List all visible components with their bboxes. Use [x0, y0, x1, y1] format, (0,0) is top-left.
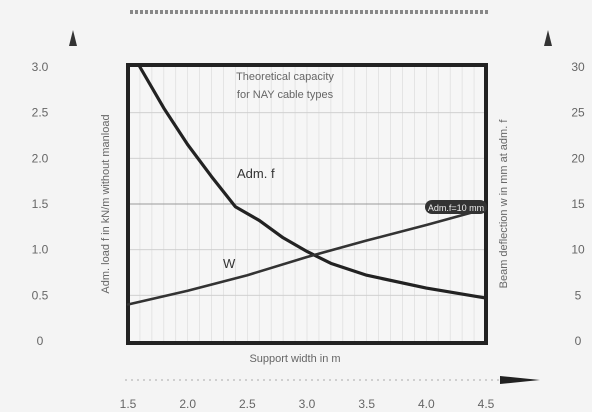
- x-tick-label: 3.0: [299, 397, 316, 411]
- series-label-adm-f: Adm. f: [237, 166, 275, 181]
- y-left-axis-label: Adm. load f in kN/m without manload: [100, 114, 112, 293]
- x-tick-label: 3.5: [358, 397, 375, 411]
- x-tick-label: 4.0: [418, 397, 435, 411]
- y-right-tick-label: 25: [571, 106, 585, 120]
- x-tick-label: 4.5: [478, 397, 495, 411]
- chart-title-line-1: Theoretical capacity: [236, 71, 334, 83]
- x-tick-label: 2.0: [179, 397, 196, 411]
- y-right-tick-labels: 0 5 10 15 20 25 30: [571, 60, 585, 348]
- series-line-adm-f: [138, 65, 488, 300]
- left-up-arrow-icon: [69, 30, 77, 46]
- y-right-tick-label: 0: [575, 334, 582, 348]
- chart-title-line-2: for NAY cable types: [237, 89, 334, 101]
- x-arrow-icon: [500, 376, 540, 384]
- annotation-pill: [425, 200, 487, 214]
- y-right-tick-label: 20: [571, 151, 585, 165]
- y-right-tick-label: 10: [571, 243, 585, 257]
- x-tick-label: 1.5: [120, 397, 137, 411]
- series-label-w: W: [223, 256, 236, 271]
- y-left-tick-label: 0: [37, 334, 44, 348]
- y-left-tick-label: 1.0: [32, 243, 49, 257]
- y-left-tick-label: 3.0: [32, 60, 49, 74]
- x-tick-labels: 1.5 2.0 2.5 3.0 3.5 4.0 4.5: [120, 397, 495, 411]
- annotation-text: Adm.f=10 mm: [428, 203, 484, 213]
- right-up-arrow-icon: [544, 30, 552, 46]
- y-left-tick-label: 1.5: [32, 197, 49, 211]
- x-tick-label: 2.5: [239, 397, 256, 411]
- y-left-tick-label: 2.5: [32, 106, 49, 120]
- y-left-tick-label: 0.5: [32, 288, 49, 302]
- series-group: [126, 65, 488, 306]
- y-right-tick-label: 30: [571, 60, 585, 74]
- x-axis-label: Support width in m: [249, 353, 340, 365]
- y-right-tick-label: 15: [571, 197, 585, 211]
- y-right-tick-label: 5: [575, 288, 582, 302]
- series-line-w: [126, 207, 488, 306]
- y-left-tick-label: 2.0: [32, 151, 49, 165]
- y-right-axis-label: Beam deflection w in mm at adm. f: [498, 119, 510, 289]
- y-left-tick-labels: 0 0.5 1.0 1.5 2.0 2.5 3.0: [32, 60, 49, 348]
